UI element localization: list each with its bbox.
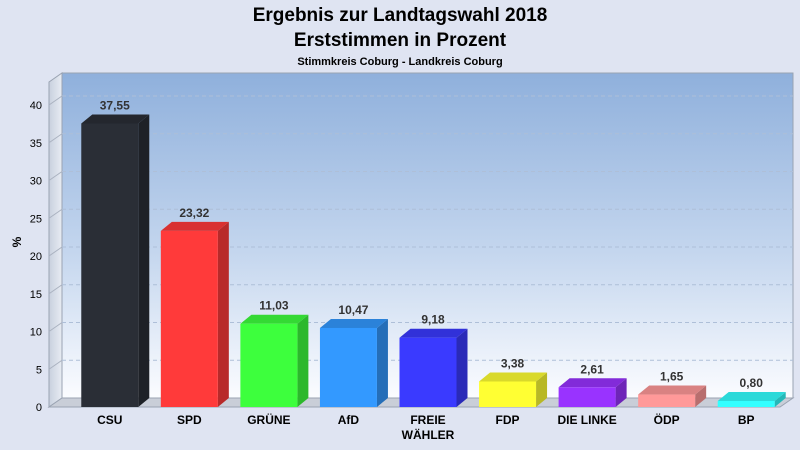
bar-top xyxy=(160,221,229,231)
bar-2 xyxy=(240,314,309,407)
x-tick-label: ÖDP xyxy=(654,412,680,427)
chart-subtitle: Stimmkreis Coburg - Landkreis Coburg xyxy=(297,56,502,68)
bar-side xyxy=(774,391,786,407)
bar-front xyxy=(81,123,139,407)
bar-6 xyxy=(558,378,627,407)
bar-side xyxy=(615,378,627,407)
y-axis: 0 5 10 15 20 25 30 35 40 xyxy=(30,100,42,414)
data-label: 10,47 xyxy=(338,303,368,317)
y-tick-label: 25 xyxy=(30,213,42,225)
bar-1 xyxy=(160,221,229,407)
bar-side xyxy=(297,314,309,407)
x-tick-label: GRÜNE xyxy=(247,412,290,427)
x-axis: CSU SPD GRÜNE AfD FREIE WÄHLER FDP DIE LINKE ÖDP… xyxy=(97,412,754,442)
data-label: 0,80 xyxy=(740,376,764,390)
bar-0 xyxy=(81,114,150,407)
bar-top xyxy=(717,391,786,401)
y-tick-label: 5 xyxy=(36,364,42,376)
bar-top xyxy=(240,314,309,324)
plot-side-wall xyxy=(48,72,63,408)
x-tick-label: CSU xyxy=(97,413,122,427)
bar-front xyxy=(717,400,775,407)
x-tick-label: DIE LINKE xyxy=(557,413,616,427)
gridline-side xyxy=(48,322,63,332)
bar-3 xyxy=(319,318,388,407)
bar-top xyxy=(638,385,707,395)
bar-front xyxy=(160,230,218,407)
bar-side xyxy=(376,318,388,407)
data-label: 9,18 xyxy=(421,313,445,327)
bar-4 xyxy=(399,328,468,407)
bar-front xyxy=(638,394,696,407)
bar-side xyxy=(217,221,229,407)
bar-5 xyxy=(479,372,548,407)
y-tick-label: 30 xyxy=(30,176,42,188)
y-tick-label: 15 xyxy=(30,289,42,301)
gridline-side xyxy=(48,95,63,106)
bar-8 xyxy=(717,391,786,407)
x-tick-label: AfD xyxy=(338,413,360,427)
y-tick-label: 35 xyxy=(30,138,42,150)
data-label: 11,03 xyxy=(259,299,289,313)
data-label: 37,55 xyxy=(100,98,130,112)
data-label: 2,61 xyxy=(580,362,604,376)
bar-front xyxy=(399,337,457,407)
gridline-side xyxy=(48,359,63,370)
gridline-side xyxy=(48,133,63,144)
bar-series xyxy=(81,114,786,407)
y-tick-label: 40 xyxy=(30,100,42,112)
gridline-side xyxy=(48,284,63,295)
x-tick-label: FDP xyxy=(496,413,520,427)
bar-top xyxy=(479,372,548,382)
bar-side xyxy=(536,372,548,407)
bar-7 xyxy=(638,385,707,407)
bar-side xyxy=(138,114,150,407)
bar-front xyxy=(558,387,616,407)
bar-side xyxy=(456,328,468,407)
chart-title: Ergebnis zur Landtagswahl 2018 xyxy=(253,5,548,26)
bar-front xyxy=(479,381,537,407)
x-tick-label: BP xyxy=(738,413,755,427)
x-tick-label: SPD xyxy=(177,413,202,427)
data-label: 3,38 xyxy=(501,356,525,370)
y-axis-label: % xyxy=(10,236,24,247)
bar-front xyxy=(319,327,377,407)
data-label: 1,65 xyxy=(660,370,684,384)
y-tick-label: 10 xyxy=(30,327,42,339)
gridline-side xyxy=(48,171,63,181)
data-label: 23,32 xyxy=(179,206,209,220)
bar-top xyxy=(81,114,150,124)
bar-top xyxy=(399,328,468,338)
data-labels: 37,55 23,32 11,03 10,47 9,18 3,38 2,61 1,65 0,80 xyxy=(100,98,763,389)
chart-title-line2: Erststimmen in Prozent xyxy=(294,30,507,51)
gridline-side xyxy=(48,246,63,257)
y-tick-label: 20 xyxy=(30,251,42,263)
bar-top xyxy=(319,318,388,328)
gridline-side xyxy=(48,208,63,219)
bar-front xyxy=(240,323,298,407)
x-tick-label: FREIE WÄHLER xyxy=(402,413,455,442)
bar-top xyxy=(558,378,627,388)
bar-side xyxy=(695,385,707,407)
y-tick-label: 0 xyxy=(36,402,42,414)
